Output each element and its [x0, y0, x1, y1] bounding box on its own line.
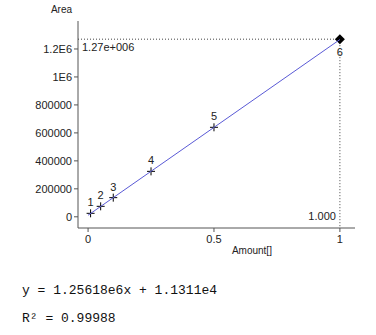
y-tick-label: 1.2E6: [43, 43, 72, 55]
plot-marks: [87, 34, 345, 217]
annotation: 1.27e+006: [82, 41, 134, 53]
x-tick: [213, 228, 214, 232]
point: [335, 34, 345, 44]
y-tick: [74, 104, 78, 105]
point-labels: 123 4 5 6: [88, 46, 343, 208]
point-label: 3: [110, 181, 116, 193]
point-label: 4: [148, 154, 154, 166]
y-tick: [74, 76, 78, 77]
y-tick: [74, 132, 78, 133]
point-label: 1: [88, 196, 94, 208]
x-tick-label: 1: [337, 233, 343, 245]
x-tick: [339, 228, 340, 232]
point-label: 2: [98, 189, 104, 201]
y-tick-label: 600000: [35, 127, 72, 139]
equation: y = 1.25618e6x + 1.1311e4: [22, 283, 217, 298]
fit-line: [88, 40, 340, 216]
y-tick: [74, 216, 78, 217]
x-tick-label: 0.5: [206, 233, 221, 245]
x-tick-label: 0: [85, 233, 91, 245]
y-tick: [74, 48, 78, 49]
y-axis: [78, 21, 79, 228]
annotation: 1.000: [308, 210, 336, 222]
x-axis-label: Amount[]: [232, 245, 272, 256]
y-tick-label: 400000: [35, 155, 72, 167]
r-squared: R² = 0.99988: [22, 311, 116, 326]
y-tick: [74, 188, 78, 189]
chart: 0 200000 400000 600000 800000 1E6 1.2E6 0 0.5 1 Ar…: [0, 0, 376, 335]
y-tick-label: 800000: [35, 99, 72, 111]
y-tick-label: 0: [66, 211, 72, 223]
y-tick-label: 200000: [35, 183, 72, 195]
y-tick-label: 1E6: [52, 71, 72, 83]
y-tick: [74, 160, 78, 161]
point-label: 6: [337, 46, 343, 58]
x-axis: [78, 228, 355, 229]
annotation-guide: [339, 39, 340, 228]
annotation-guide: [78, 39, 340, 40]
y-axis-label: Area: [51, 4, 73, 15]
x-tick: [88, 228, 89, 232]
point-label: 5: [211, 110, 217, 122]
